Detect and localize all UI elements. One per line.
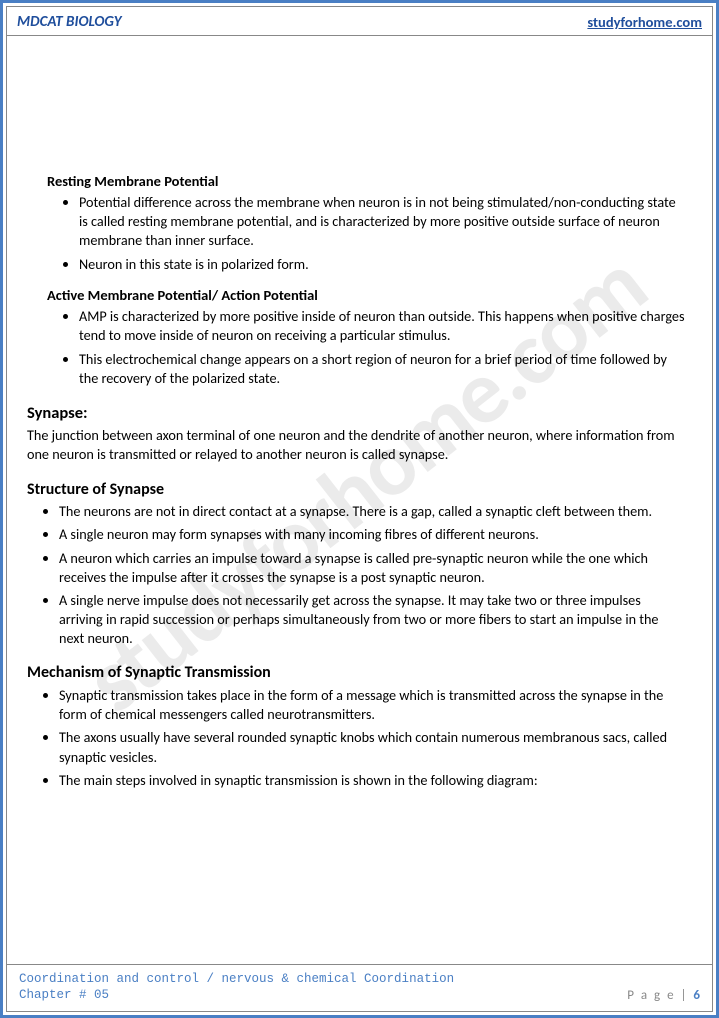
resting-potential-heading: Resting Membrane Potential (47, 172, 692, 192)
mechanism-list: Synaptic transmission takes place in the… (59, 686, 692, 790)
list-item: The axons usually have several rounded s… (59, 728, 692, 766)
list-item: A single neuron may form synapses with m… (59, 525, 692, 544)
structure-heading: Structure of Synapse (27, 479, 692, 501)
resting-potential-list: Potential difference across the membrane… (79, 193, 692, 274)
action-potential-heading: Active Membrane Potential/ Action Potent… (47, 286, 692, 306)
synapse-heading: Synapse: (27, 402, 692, 424)
action-potential-list: AMP is characterized by more positive in… (79, 307, 692, 388)
footer-chapter: Chapter # 05 (19, 987, 454, 1003)
list-item: A single nerve impulse does not necessar… (59, 591, 692, 649)
page-label: P a g e | (627, 988, 693, 1003)
footer-topic: Coordination and control / nervous & che… (19, 971, 454, 987)
page-footer: Coordination and control / nervous & che… (7, 964, 712, 1012)
list-item: The main steps involved in synaptic tran… (59, 771, 692, 790)
footer-page-number: P a g e | 6 (627, 988, 700, 1003)
mechanism-heading: Mechanism of Synaptic Transmission (27, 662, 692, 684)
list-item: AMP is characterized by more positive in… (79, 307, 692, 345)
footer-chapter-info: Coordination and control / nervous & che… (19, 971, 454, 1004)
list-item: Potential difference across the membrane… (79, 193, 692, 251)
list-item: Synaptic transmission takes place in the… (59, 686, 692, 724)
page-outer-border: MDCAT BIOLOGY studyforhome.com studyforh… (0, 0, 719, 1018)
list-item: The neurons are not in direct contact at… (59, 502, 692, 521)
header-title: MDCAT BIOLOGY (17, 13, 122, 31)
list-item: Neuron in this state is in polarized for… (79, 255, 692, 274)
page-header: MDCAT BIOLOGY studyforhome.com (7, 7, 712, 36)
synapse-text: The junction between axon terminal of on… (27, 426, 692, 464)
list-item: This electrochemical change appears on a… (79, 350, 692, 388)
structure-list: The neurons are not in direct contact at… (59, 502, 692, 648)
page-inner-border: MDCAT BIOLOGY studyforhome.com studyforh… (6, 6, 713, 1012)
list-item: A neuron which carries an impulse toward… (59, 549, 692, 587)
page-content: studyforhome.com Resting Membrane Potent… (7, 36, 712, 964)
page-num-value: 6 (693, 988, 700, 1003)
header-site-link: studyforhome.com (587, 13, 702, 31)
